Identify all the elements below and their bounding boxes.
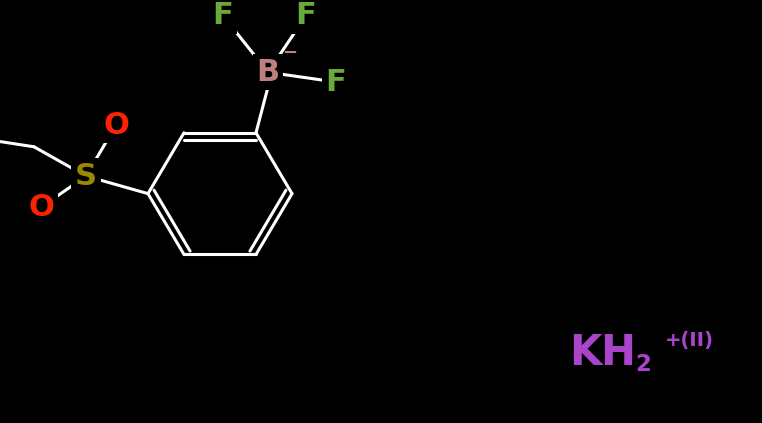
Text: H: H [600, 332, 636, 374]
Text: F: F [325, 68, 347, 96]
Text: F: F [213, 1, 233, 30]
Text: 2: 2 [635, 353, 651, 376]
Text: −: − [283, 44, 298, 62]
Text: +(II): +(II) [665, 330, 714, 349]
Text: O: O [103, 111, 129, 140]
Text: F: F [296, 1, 316, 30]
Text: S: S [75, 162, 97, 191]
Text: B: B [257, 58, 280, 87]
Text: K: K [568, 332, 601, 374]
Text: O: O [28, 193, 54, 222]
